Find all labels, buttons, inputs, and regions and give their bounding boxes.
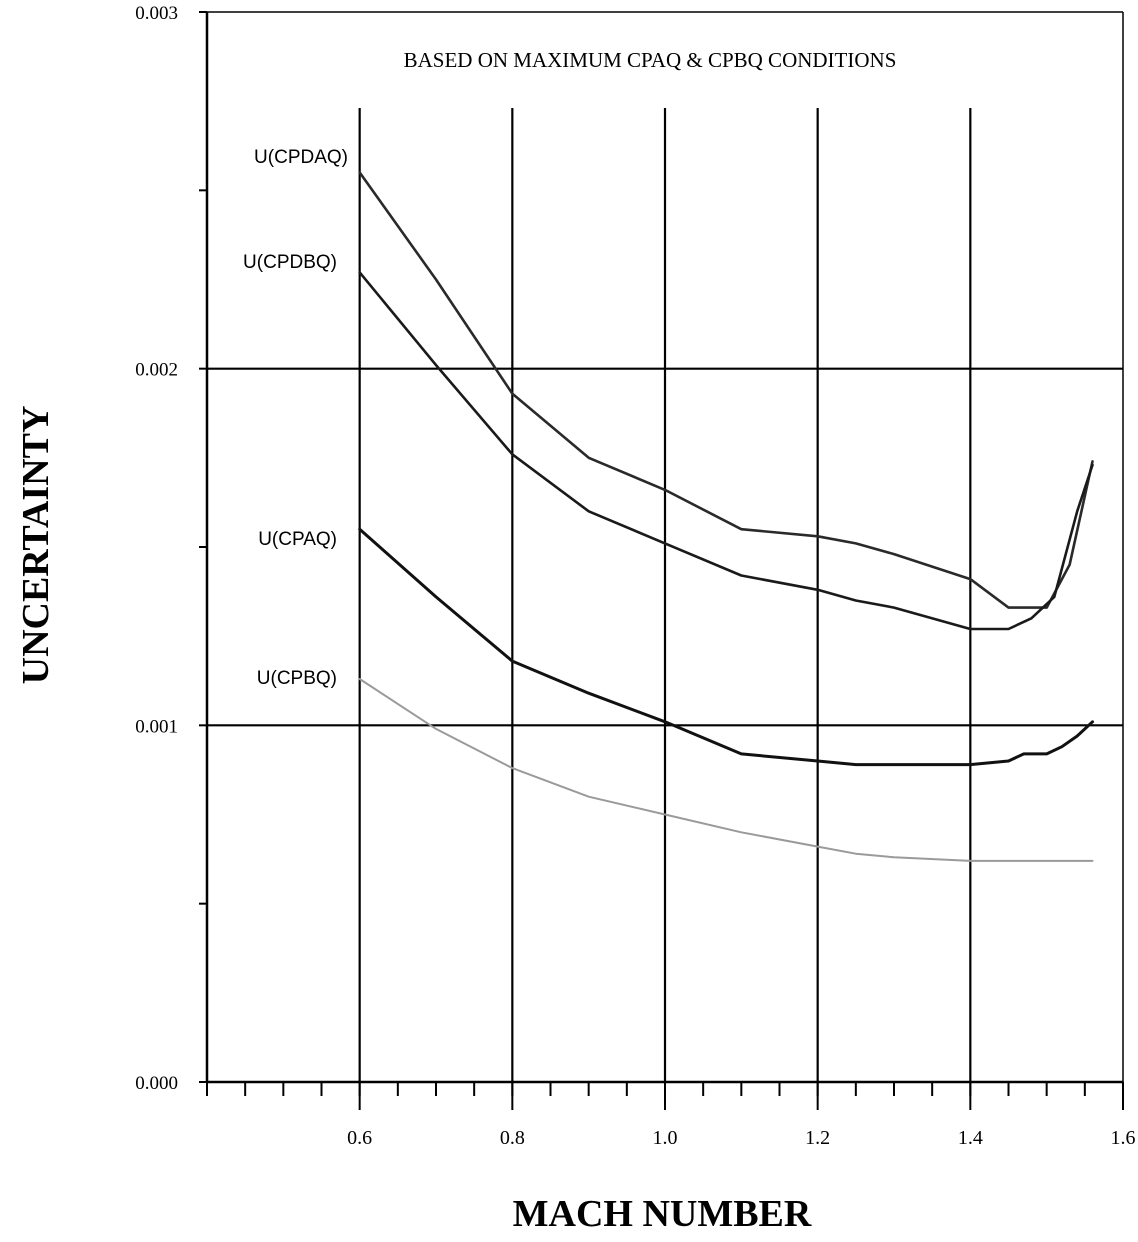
y-tick-label: 0.000 xyxy=(135,1073,178,1094)
series-label-u-cpaq: U(CPAQ) xyxy=(258,529,337,550)
series-label-u-cpdbq: U(CPDBQ) xyxy=(243,252,337,273)
series-label-u-cpbq: U(CPBQ) xyxy=(257,668,337,689)
labels: BASED ON MAXIMUM CPAQ & CPBQ CONDITIONS … xyxy=(15,48,896,1235)
series-line-u-cpdbq xyxy=(358,271,1094,631)
y-axis-title: UNCERTAINTY xyxy=(15,406,57,685)
x-tick-label: 1.4 xyxy=(958,1127,983,1149)
series-line-u-cpaq xyxy=(358,527,1094,767)
grid xyxy=(207,108,1123,1082)
x-tick-label: 1.2 xyxy=(805,1127,830,1149)
series xyxy=(358,171,1094,862)
chart-annotation: BASED ON MAXIMUM CPAQ & CPBQ CONDITIONS xyxy=(404,48,897,72)
x-tick-label: 1.6 xyxy=(1111,1127,1136,1149)
series-label-u-cpdaq: U(CPDAQ) xyxy=(254,147,348,168)
ticks: 0.6 0.8 1.0 1.2 1.4 1.6 0.000 0.001 0.002 0.003 xyxy=(135,3,1135,1149)
y-tick-label: 0.003 xyxy=(135,3,178,24)
y-tick-label: 0.002 xyxy=(135,360,178,381)
series-line-u-cpdaq xyxy=(358,171,1094,609)
x-tick-label: 0.8 xyxy=(500,1127,525,1149)
y-tick-label: 0.001 xyxy=(135,716,178,737)
series-line-u-cpbq xyxy=(358,678,1094,862)
x-axis-title: MACH NUMBER xyxy=(513,1193,812,1235)
x-tick-label: 0.6 xyxy=(347,1127,372,1149)
x-tick-label: 1.0 xyxy=(653,1127,678,1149)
